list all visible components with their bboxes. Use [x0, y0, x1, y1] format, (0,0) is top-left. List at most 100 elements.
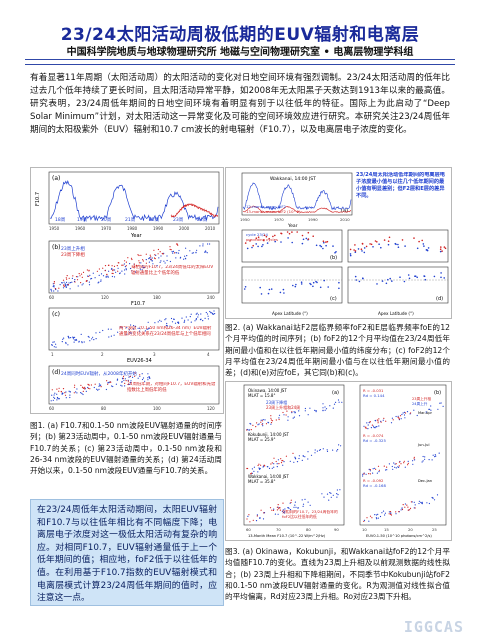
scatter-point	[196, 312, 198, 314]
scatter-point	[268, 467, 271, 469]
scatter-point	[304, 410, 306, 412]
scatter-point	[265, 423, 268, 425]
scatter-point	[256, 422, 258, 424]
scatter-point	[95, 338, 97, 340]
scatter-point	[213, 310, 215, 312]
scatter-point	[323, 496, 325, 498]
scatter-point	[290, 499, 292, 501]
panel-a-frame	[48, 171, 220, 225]
scatter-point	[283, 461, 285, 463]
scatter-point	[434, 454, 436, 456]
scatter-point	[302, 505, 304, 507]
scatter-point	[261, 423, 263, 425]
scatter-point	[150, 258, 152, 260]
scatter-point	[141, 373, 143, 375]
scatter-point	[278, 508, 280, 510]
scatter-point	[139, 374, 141, 376]
scatter-point	[334, 252, 336, 254]
scatter-point	[147, 328, 149, 330]
scatter-point	[319, 449, 321, 451]
scatter-point	[290, 501, 292, 504]
scatter-point	[69, 282, 72, 284]
scatter-point	[149, 254, 151, 256]
scatter-point	[200, 313, 202, 315]
scatter-point	[413, 409, 415, 411]
figure-3-caption: 图3. (a) Okinawa，Kokubunji，和Wakkanai站foF2…	[225, 547, 450, 602]
scatter-point	[159, 319, 161, 321]
scatter-point	[54, 392, 56, 394]
scatter-point	[349, 248, 352, 251]
scatter-point	[277, 513, 279, 515]
fig3-panel-b-scatter	[362, 402, 444, 522]
scatter-point	[354, 251, 357, 253]
scatter-point	[284, 510, 286, 512]
scatter-point	[263, 464, 265, 466]
scatter-point	[422, 460, 424, 462]
scatter-point	[176, 243, 178, 245]
scatter-point	[430, 405, 432, 407]
scatter-point	[140, 262, 142, 264]
scatter-point	[124, 378, 126, 380]
scatter-point	[294, 285, 297, 288]
scatter-point	[88, 281, 90, 283]
scatter-point	[76, 388, 78, 390]
scatter-point	[301, 499, 303, 501]
scatter-point	[401, 413, 403, 416]
scatter-point	[113, 334, 115, 336]
panel-a-xlabel: Year	[130, 233, 143, 239]
scatter-point	[247, 515, 249, 517]
scatter-point	[309, 407, 311, 409]
fig2-legend-1: 12-month mean foF2	[246, 204, 287, 209]
scatter-point	[292, 284, 294, 287]
scatter-point	[338, 281, 340, 284]
scatter-point	[270, 288, 273, 290]
scatter-point	[294, 456, 296, 458]
scatter-point	[125, 268, 127, 270]
scatter-point	[58, 390, 60, 392]
scatter-point	[262, 466, 264, 468]
scatter-point	[287, 419, 289, 421]
scatter-point	[80, 273, 83, 275]
scatter-point	[257, 471, 259, 473]
scatter-point	[267, 421, 269, 423]
scatter-point	[424, 278, 427, 281]
figure-2-plot: (a) Wakkanai, 14:00 JST 12-month mean fo…	[240, 172, 449, 316]
scatter-point	[375, 517, 377, 519]
scatter-point	[298, 455, 300, 457]
scatter-point	[380, 421, 382, 423]
scatter-point	[263, 239, 265, 241]
scatter-point	[121, 270, 123, 272]
scatter-point	[53, 281, 55, 283]
scatter-point	[68, 390, 70, 392]
scatter-point	[81, 276, 83, 278]
fig3-a-xtick: 70	[276, 527, 281, 532]
scatter-point	[360, 248, 363, 250]
scatter-point	[199, 245, 201, 247]
scatter-point	[249, 521, 251, 523]
scatter-point	[130, 257, 133, 259]
scatter-point	[102, 275, 105, 277]
abstract-text: 有着显著11年周期（太阳活动周）的太阳活动的变化对日地空间环境有强烈调制。23/…	[30, 73, 450, 135]
fig3-panel-b-label: (b)	[434, 390, 441, 396]
scatter-point	[61, 393, 63, 395]
scatter-point	[374, 427, 376, 429]
scatter-point	[71, 277, 73, 279]
scatter-point	[294, 504, 296, 506]
scatter-point	[144, 330, 146, 332]
scatter-point	[83, 341, 85, 343]
scatter-point	[91, 277, 93, 280]
scatter-point	[289, 460, 291, 462]
scatter-point	[119, 272, 121, 275]
panel-a-xtick: 1980	[127, 226, 138, 231]
scatter-point	[139, 375, 141, 377]
scatter-point	[82, 393, 84, 396]
scatter-point	[177, 252, 180, 254]
scatter-point	[374, 514, 376, 516]
panel-a-xtick: 2000	[179, 226, 190, 231]
scatter-point	[338, 287, 340, 290]
scatter-point	[58, 287, 60, 289]
scatter-point	[129, 332, 131, 334]
scatter-point	[428, 459, 430, 461]
scatter-point	[112, 385, 114, 388]
scatter-point	[134, 375, 136, 377]
